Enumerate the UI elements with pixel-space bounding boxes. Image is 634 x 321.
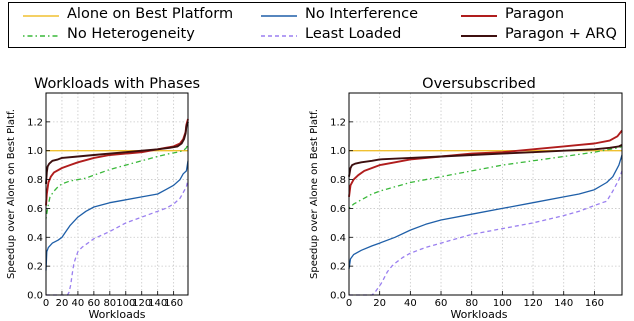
series-line-no-interference [45, 160, 189, 271]
x-tick-label: 100 [493, 298, 512, 309]
x-tick-label: 20 [373, 298, 386, 309]
legend-label: Alone on Best Platform [67, 6, 234, 22]
legend-label: Paragon [505, 6, 565, 22]
series-line-paragon-arq [348, 144, 623, 177]
y-tick-label: 1.0 [27, 146, 43, 157]
legend-swatch [23, 35, 59, 37]
y-tick-label: 0.2 [330, 262, 346, 273]
series-line-no-interference [348, 154, 623, 270]
legend-swatch [23, 15, 59, 17]
x-tick-label: 160 [164, 298, 183, 309]
legend-label: No Interference [305, 6, 419, 22]
legend-swatch [261, 15, 297, 17]
legend-swatch [461, 35, 497, 37]
y-tick-label: 0.2 [27, 262, 43, 273]
y-tick-label: 0.6 [27, 204, 43, 215]
y-tick-label: 0.4 [330, 233, 346, 244]
y-tick-label: 0.4 [27, 233, 43, 244]
chart-panel-workloads-with-phases: Workloads with Phases Workloads Speedup … [6, 76, 200, 321]
legend: Alone on Best Platform No Heterogeneity … [8, 2, 626, 48]
x-tick-label: 80 [465, 298, 478, 309]
series-line-paragon-arq [45, 121, 189, 184]
y-tick-label: 0.6 [330, 204, 346, 215]
y-tick-label: 1.0 [330, 146, 346, 157]
x-tick-label: 120 [132, 298, 151, 309]
series-line-no-heterogeneity [348, 145, 623, 209]
x-tick-label: 140 [554, 298, 573, 309]
x-tick-label: 140 [148, 298, 167, 309]
x-tick-label: 0 [346, 298, 352, 309]
x-tick-label: 20 [56, 298, 69, 309]
legend-swatch [261, 35, 297, 37]
x-tick-label: 80 [103, 298, 116, 309]
x-tick-label: 40 [404, 298, 417, 309]
x-tick-label: 60 [435, 298, 448, 309]
series-line-least-loaded [349, 170, 623, 296]
x-tick-label: 60 [87, 298, 100, 309]
y-tick-label: 1.2 [27, 117, 43, 128]
legend-swatch [461, 15, 497, 17]
series-line-paragon [45, 118, 189, 206]
y-tick-label: 1.2 [330, 117, 346, 128]
x-tick-label: 40 [72, 298, 85, 309]
x-tick-label: 100 [116, 298, 135, 309]
x-tick-label: 0 [43, 298, 49, 309]
chart-title: Workloads with Phases [34, 76, 200, 92]
chart-panel-oversubscribed: Oversubscribed Workloads Speedup over Al… [309, 76, 623, 321]
y-tick-label: 0.8 [330, 175, 346, 186]
y-tick-label: 0.0 [330, 291, 346, 302]
x-axis-label: Workloads [450, 308, 507, 321]
y-axis-label: Speedup over Alone on Best Platf. [6, 109, 17, 279]
series-line-least-loaded [46, 179, 189, 296]
plot-frame [45, 92, 189, 296]
legend-label: No Heterogeneity [67, 26, 195, 42]
x-tick-label: 160 [585, 298, 604, 309]
legend-label: Paragon + ARQ [505, 26, 617, 42]
y-tick-label: 0.8 [27, 175, 43, 186]
chart-title: Oversubscribed [422, 76, 536, 92]
legend-label: Least Loaded [305, 26, 402, 42]
plot-frame [348, 92, 623, 296]
x-axis-label: Workloads [88, 308, 145, 321]
x-tick-label: 120 [523, 298, 542, 309]
y-axis-label: Speedup over Alone on Best Platf. [309, 109, 320, 279]
series-line-paragon [348, 129, 623, 198]
y-tick-label: 0.0 [27, 291, 43, 302]
